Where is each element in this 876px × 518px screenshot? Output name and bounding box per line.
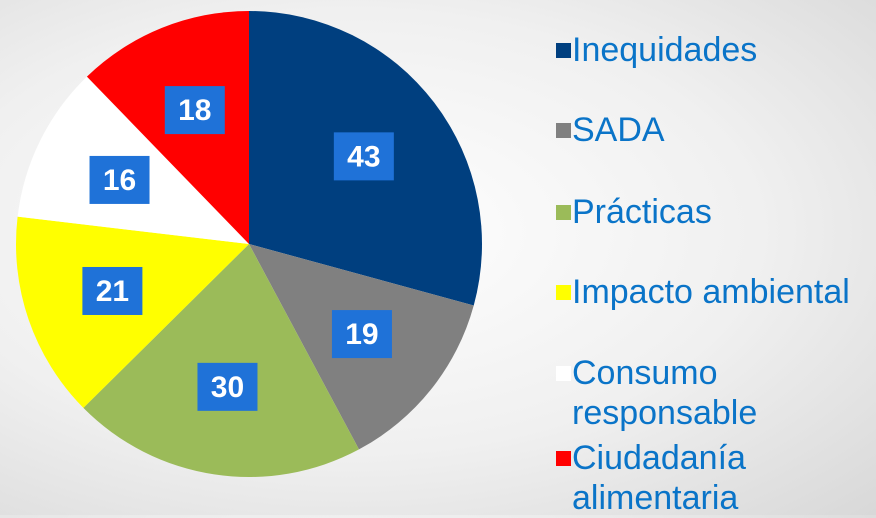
legend-swatch (556, 205, 571, 220)
data-label: 16 (103, 164, 136, 197)
data-label: 21 (96, 275, 129, 308)
data-label: 30 (211, 371, 244, 404)
data-label: 18 (178, 94, 211, 127)
data-label-box (164, 86, 225, 135)
legend-swatch (556, 451, 571, 466)
data-label: 19 (345, 318, 378, 351)
legend-label: Impacto ambiental (572, 273, 850, 311)
legend-label: SADA (572, 111, 665, 149)
data-label-box (82, 266, 143, 315)
legend-label: Consumo responsable (572, 354, 758, 432)
data-label: 43 (347, 140, 380, 173)
legend-swatch (556, 285, 571, 300)
data-label-box (197, 362, 258, 411)
legend-swatch (556, 123, 571, 138)
legend-swatch (556, 366, 571, 381)
legend-label: Prácticas (572, 193, 712, 231)
data-label-box (333, 132, 394, 181)
legend-label: Inequidades (572, 31, 758, 69)
data-label-box (89, 155, 150, 204)
chart: 43 19 30 21 16 18 (16, 11, 483, 478)
pie-slice (83, 244, 359, 478)
legend-label: Ciudadanía alimentaria (572, 439, 746, 517)
legend-swatch (556, 43, 571, 58)
data-label-box (331, 310, 392, 359)
